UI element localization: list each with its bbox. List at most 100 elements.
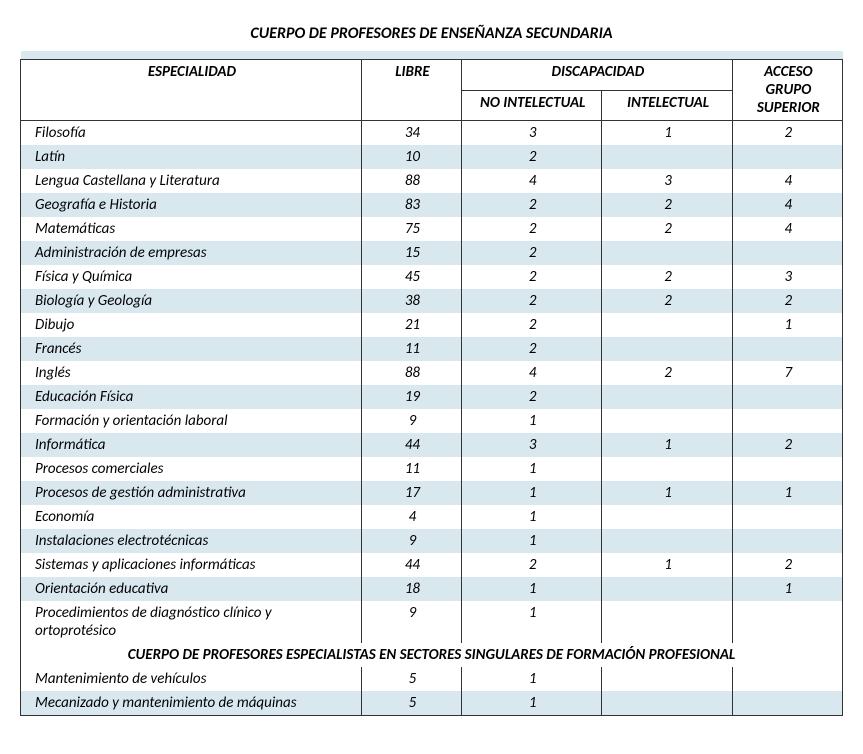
table-row: Economía41	[21, 505, 843, 529]
table-row: Física y Química45223	[21, 265, 843, 289]
table-row: Filosofía34312	[21, 121, 843, 146]
cell-acceso: 1	[732, 313, 842, 337]
cell-no-intelectual: 2	[462, 193, 602, 217]
cell-no-intelectual: 3	[462, 433, 602, 457]
cell-libre: 9	[361, 601, 461, 643]
col-discapacidad: DISCAPACIDAD	[462, 60, 733, 91]
cell-acceso	[732, 457, 842, 481]
cell-no-intelectual: 1	[462, 529, 602, 553]
cell-no-intelectual: 1	[462, 691, 602, 716]
cell-especialidad: Procedimientos de diagnóstico clínico y …	[21, 601, 362, 643]
table-row: Geografía e Historia83224	[21, 193, 843, 217]
cell-no-intelectual: 2	[462, 265, 602, 289]
cell-especialidad: Educación Física	[21, 385, 362, 409]
cell-libre: 44	[361, 433, 461, 457]
cell-especialidad: Administración de empresas	[21, 241, 362, 265]
cell-intelectual	[602, 313, 732, 337]
cell-especialidad: Informática	[21, 433, 362, 457]
col-especialidad: ESPECIALIDAD	[21, 60, 362, 121]
cell-acceso	[732, 601, 842, 643]
table-container: CUERPO DE PROFESORES DE ENSEÑANZA SECUND…	[20, 20, 843, 716]
allocation-table: ESPECIALIDAD LIBRE DISCAPACIDAD ACCESO G…	[20, 51, 843, 716]
cell-intelectual: 2	[602, 289, 732, 313]
cell-libre: 5	[361, 691, 461, 716]
cell-especialidad: Biología y Geología	[21, 289, 362, 313]
cell-especialidad: Economía	[21, 505, 362, 529]
cell-especialidad: Mecanizado y mantenimiento de máquinas	[21, 691, 362, 716]
cell-libre: 75	[361, 217, 461, 241]
table-row: Orientación educativa1811	[21, 577, 843, 601]
cell-acceso	[732, 691, 842, 716]
cell-libre: 4	[361, 505, 461, 529]
cell-intelectual	[602, 529, 732, 553]
cell-libre: 10	[361, 145, 461, 169]
table-row: Mecanizado y mantenimiento de máquinas51	[21, 691, 843, 716]
cell-intelectual	[602, 337, 732, 361]
cell-especialidad: Francés	[21, 337, 362, 361]
table-row: Formación y orientación laboral91	[21, 409, 843, 433]
cell-no-intelectual: 1	[462, 601, 602, 643]
cell-libre: 11	[361, 337, 461, 361]
table-row: Procesos de gestión administrativa17111	[21, 481, 843, 505]
cell-especialidad: Orientación educativa	[21, 577, 362, 601]
cell-especialidad: Formación y orientación laboral	[21, 409, 362, 433]
cell-no-intelectual: 1	[462, 667, 602, 691]
table-row: Procedimientos de diagnóstico clínico y …	[21, 601, 843, 643]
table-row: Mantenimiento de vehículos51	[21, 667, 843, 691]
cell-acceso: 1	[732, 577, 842, 601]
cell-no-intelectual: 1	[462, 409, 602, 433]
cell-no-intelectual: 2	[462, 241, 602, 265]
cell-especialidad: Procesos de gestión administrativa	[21, 481, 362, 505]
cell-acceso	[732, 667, 842, 691]
cell-especialidad: Física y Química	[21, 265, 362, 289]
cell-acceso: 4	[732, 169, 842, 193]
cell-no-intelectual: 4	[462, 361, 602, 385]
table-row: Dibujo2121	[21, 313, 843, 337]
cell-intelectual	[602, 505, 732, 529]
table-row: Biología y Geología38222	[21, 289, 843, 313]
cell-intelectual	[602, 241, 732, 265]
cell-especialidad: Sistemas y aplicaciones informáticas	[21, 553, 362, 577]
cell-libre: 21	[361, 313, 461, 337]
cell-acceso: 2	[732, 289, 842, 313]
table-row: Instalaciones electrotécnicas91	[21, 529, 843, 553]
cell-acceso	[732, 505, 842, 529]
cell-acceso	[732, 337, 842, 361]
table-row: Matemáticas75224	[21, 217, 843, 241]
cell-acceso: 2	[732, 121, 842, 146]
cell-especialidad: Mantenimiento de vehículos	[21, 667, 362, 691]
cell-acceso: 4	[732, 193, 842, 217]
cell-no-intelectual: 1	[462, 505, 602, 529]
cell-no-intelectual: 2	[462, 289, 602, 313]
cell-intelectual	[602, 409, 732, 433]
cell-libre: 83	[361, 193, 461, 217]
cell-intelectual: 1	[602, 553, 732, 577]
cell-especialidad: Latín	[21, 145, 362, 169]
cell-intelectual	[602, 145, 732, 169]
cell-libre: 15	[361, 241, 461, 265]
cell-especialidad: Geografía e Historia	[21, 193, 362, 217]
cell-acceso: 3	[732, 265, 842, 289]
cell-libre: 45	[361, 265, 461, 289]
cell-no-intelectual: 1	[462, 577, 602, 601]
cell-no-intelectual: 2	[462, 217, 602, 241]
cell-libre: 11	[361, 457, 461, 481]
cell-intelectual: 2	[602, 193, 732, 217]
cell-no-intelectual: 1	[462, 457, 602, 481]
cell-intelectual: 1	[602, 433, 732, 457]
cell-intelectual: 2	[602, 217, 732, 241]
cell-intelectual: 1	[602, 121, 732, 146]
cell-intelectual: 2	[602, 361, 732, 385]
cell-acceso	[732, 145, 842, 169]
table-row: Educación Física192	[21, 385, 843, 409]
cell-especialidad: Procesos comerciales	[21, 457, 362, 481]
cell-libre: 18	[361, 577, 461, 601]
table-row: Administración de empresas152	[21, 241, 843, 265]
cell-acceso	[732, 241, 842, 265]
cell-especialidad: Dibujo	[21, 313, 362, 337]
table-row: Informática44312	[21, 433, 843, 457]
cell-acceso: 2	[732, 553, 842, 577]
cell-libre: 9	[361, 529, 461, 553]
table-row: Francés112	[21, 337, 843, 361]
table-row: Latín102	[21, 145, 843, 169]
